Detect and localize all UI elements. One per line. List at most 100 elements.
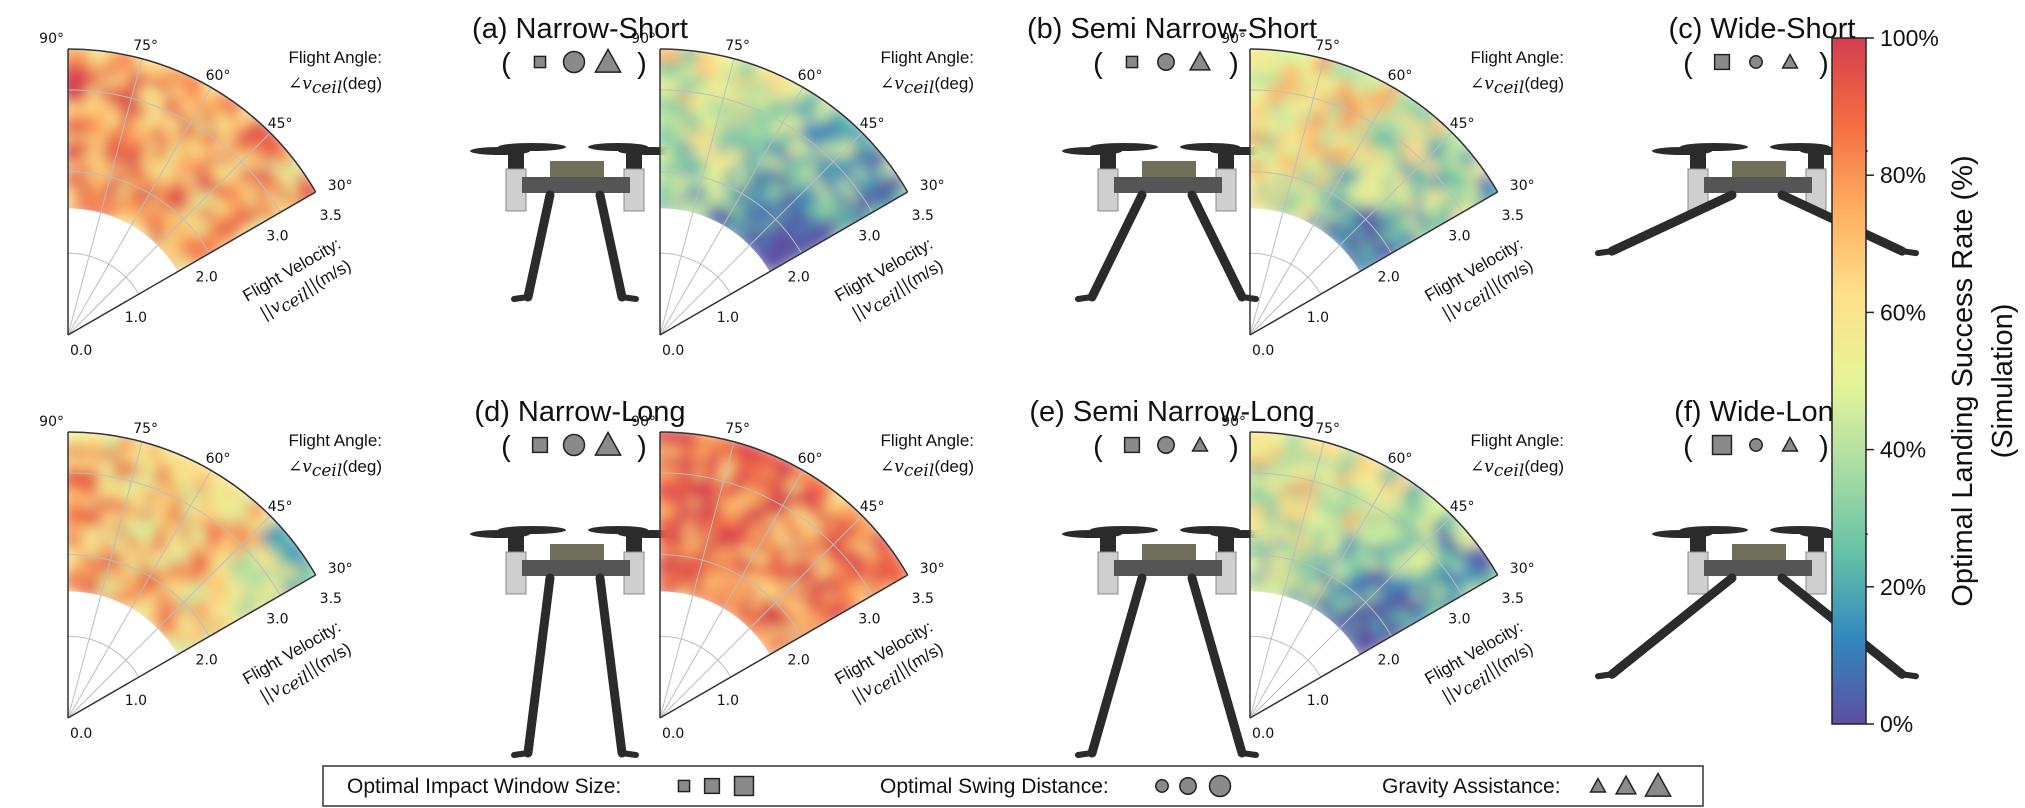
motor (1808, 534, 1824, 552)
panel-c: 90° 75° 60° 45° 30° 0.0 1.0 2.0 3.0 3.5 Flight Ang… (1221, 13, 1919, 359)
gravity-assistance-glyph (594, 430, 622, 456)
radial-tick-label: 2.0 (788, 269, 810, 285)
swing-distance-glyph (1749, 55, 1763, 69)
panel-title: (c) Wide-Short (1669, 13, 1856, 45)
drone-body (522, 560, 630, 576)
radial-tick-label: 0.0 (662, 343, 684, 359)
panel-f: 90° 75° 60° 45° 30° 0.0 1.0 2.0 3.0 3.5 Flight Ang… (1221, 396, 1919, 742)
landing-leg (595, 573, 627, 758)
propeller (1090, 526, 1158, 534)
velocity-axis-label: Flight Velocity:||vceil||(m/s) (832, 617, 947, 707)
axis-frame-bottom (1249, 191, 1499, 336)
legend-swing-glyph (1179, 777, 1197, 795)
motor (1690, 151, 1706, 169)
angle-gridline (659, 441, 735, 719)
heat-cell (1250, 49, 1273, 64)
axis-frame-arc (659, 48, 909, 193)
legend-frame (322, 765, 1704, 807)
colorbar-tick-label: 40% (1880, 437, 1926, 463)
window-size-glyph (1713, 53, 1731, 71)
colorbar: 100% 80% 60% 40% 20% 0% Optimal Landing Succe… (1831, 25, 2019, 737)
axis-frame-bottom (659, 191, 909, 336)
angle-tick-label: 60° (206, 68, 231, 84)
legend-window-glyph (703, 777, 721, 795)
property-glyphs-a: () (501, 47, 647, 80)
flight-controller (1732, 161, 1786, 177)
swing-distance-glyph (562, 50, 586, 74)
flight-controller (1142, 544, 1196, 560)
angle-tick-label: 90° (39, 414, 64, 430)
gravity-assistance-glyph (1781, 436, 1799, 452)
angle-gridline (67, 441, 143, 719)
radial-tick-label: 1.0 (1307, 310, 1329, 326)
angle-axis-label: Flight Angle: (288, 431, 382, 450)
angle-tick-label: 30° (920, 178, 945, 194)
colorbar-label: Optimal Landing Success Rate (%) (1947, 155, 1979, 606)
colorbar-tick-label: 80% (1880, 162, 1926, 188)
leg-foot (1899, 671, 1919, 680)
colorbar-label-sub: (Simulation) (1987, 304, 2019, 459)
flight-controller (550, 544, 604, 560)
radial-tick-label: 1.0 (1307, 693, 1329, 709)
panel-title: (f) Wide-Long (1674, 396, 1850, 428)
legend-gravity-glyphs (1589, 771, 1672, 797)
glyph-close-paren: ) (1229, 431, 1239, 463)
motor (1100, 151, 1116, 169)
polar-grid-c (1249, 58, 1463, 336)
landing-leg (1607, 573, 1737, 679)
radial-tick-label: 2.0 (196, 269, 218, 285)
angle-tick-label: 30° (328, 561, 353, 577)
heat-cell (68, 49, 91, 64)
propeller (1680, 143, 1748, 151)
motor (508, 534, 524, 552)
panels-group: 90° 75° 60° 45° 30° 0.0 1.0 2.0 3.0 3.5 Flight Ang… (39, 13, 1919, 758)
leg-foot (1239, 294, 1259, 302)
angle-tick-label: 45° (268, 116, 293, 132)
angle-axis-symbol: ∠vceil(deg) (880, 457, 974, 481)
polar-grid-a (67, 58, 281, 336)
legend-window-label: Optimal Impact Window Size: (347, 775, 621, 798)
heat-cell (660, 49, 683, 64)
angle-gridline (659, 132, 863, 336)
glyph-close-paren: ) (1819, 48, 1829, 80)
landing-leg (1087, 190, 1147, 302)
radial-tick-label: 0.0 (70, 726, 92, 742)
angle-tick-label: 75° (1315, 421, 1340, 437)
legend-gravity-glyph (1589, 777, 1607, 793)
angle-gridline (1249, 470, 1394, 719)
angle-tick-label: 30° (1510, 178, 1535, 194)
motor (508, 151, 524, 169)
motor (1808, 151, 1824, 169)
radial-tick-label: 0.0 (662, 726, 684, 742)
polar-grid-b (659, 58, 873, 336)
velocity-axis-label: Flight Velocity:||vceil||(m/s) (240, 234, 355, 324)
glyph-open-paren: ( (1683, 431, 1693, 463)
velocity-axis-symbol: ||vceil||(m/s) (1439, 639, 1539, 711)
angle-gridline (67, 515, 271, 719)
heat-cell (1250, 432, 1273, 447)
heatmap-e (660, 432, 908, 655)
axis-frame-arc (67, 48, 317, 193)
radial-tick-label: 2.0 (1378, 269, 1400, 285)
panel-d: 90° 75° 60° 45° 30° 0.0 1.0 2.0 3.0 3.5 Flight Ang… (39, 396, 686, 758)
polar-grid-f (1249, 441, 1463, 719)
polar-grid-e (659, 441, 873, 719)
radial-tick-label: 1.0 (717, 693, 739, 709)
leg-foot (1595, 671, 1615, 680)
angle-tick-label: 90° (1221, 31, 1246, 47)
landing-leg (1087, 573, 1147, 758)
angle-tick-label: 60° (798, 68, 823, 84)
velocity-axis-label: Flight Velocity:||vceil||(m/s) (832, 234, 947, 324)
axis-frame-bottom (659, 574, 909, 719)
angle-axis-label: Flight Angle: (288, 48, 382, 67)
window-size-glyph (1711, 434, 1733, 456)
angle-tick-label: 90° (1221, 414, 1246, 430)
angle-tick-label: 30° (1510, 561, 1535, 577)
propeller (1090, 143, 1158, 151)
legend-swing-glyph (1208, 774, 1232, 798)
legend-gravity-glyph (1614, 774, 1638, 795)
angle-tick-label: 75° (725, 38, 750, 54)
glyph-close-paren: ) (637, 431, 647, 463)
property-glyphs-f: () (1683, 431, 1829, 463)
colorbar-tick-label: 100% (1880, 25, 1939, 51)
